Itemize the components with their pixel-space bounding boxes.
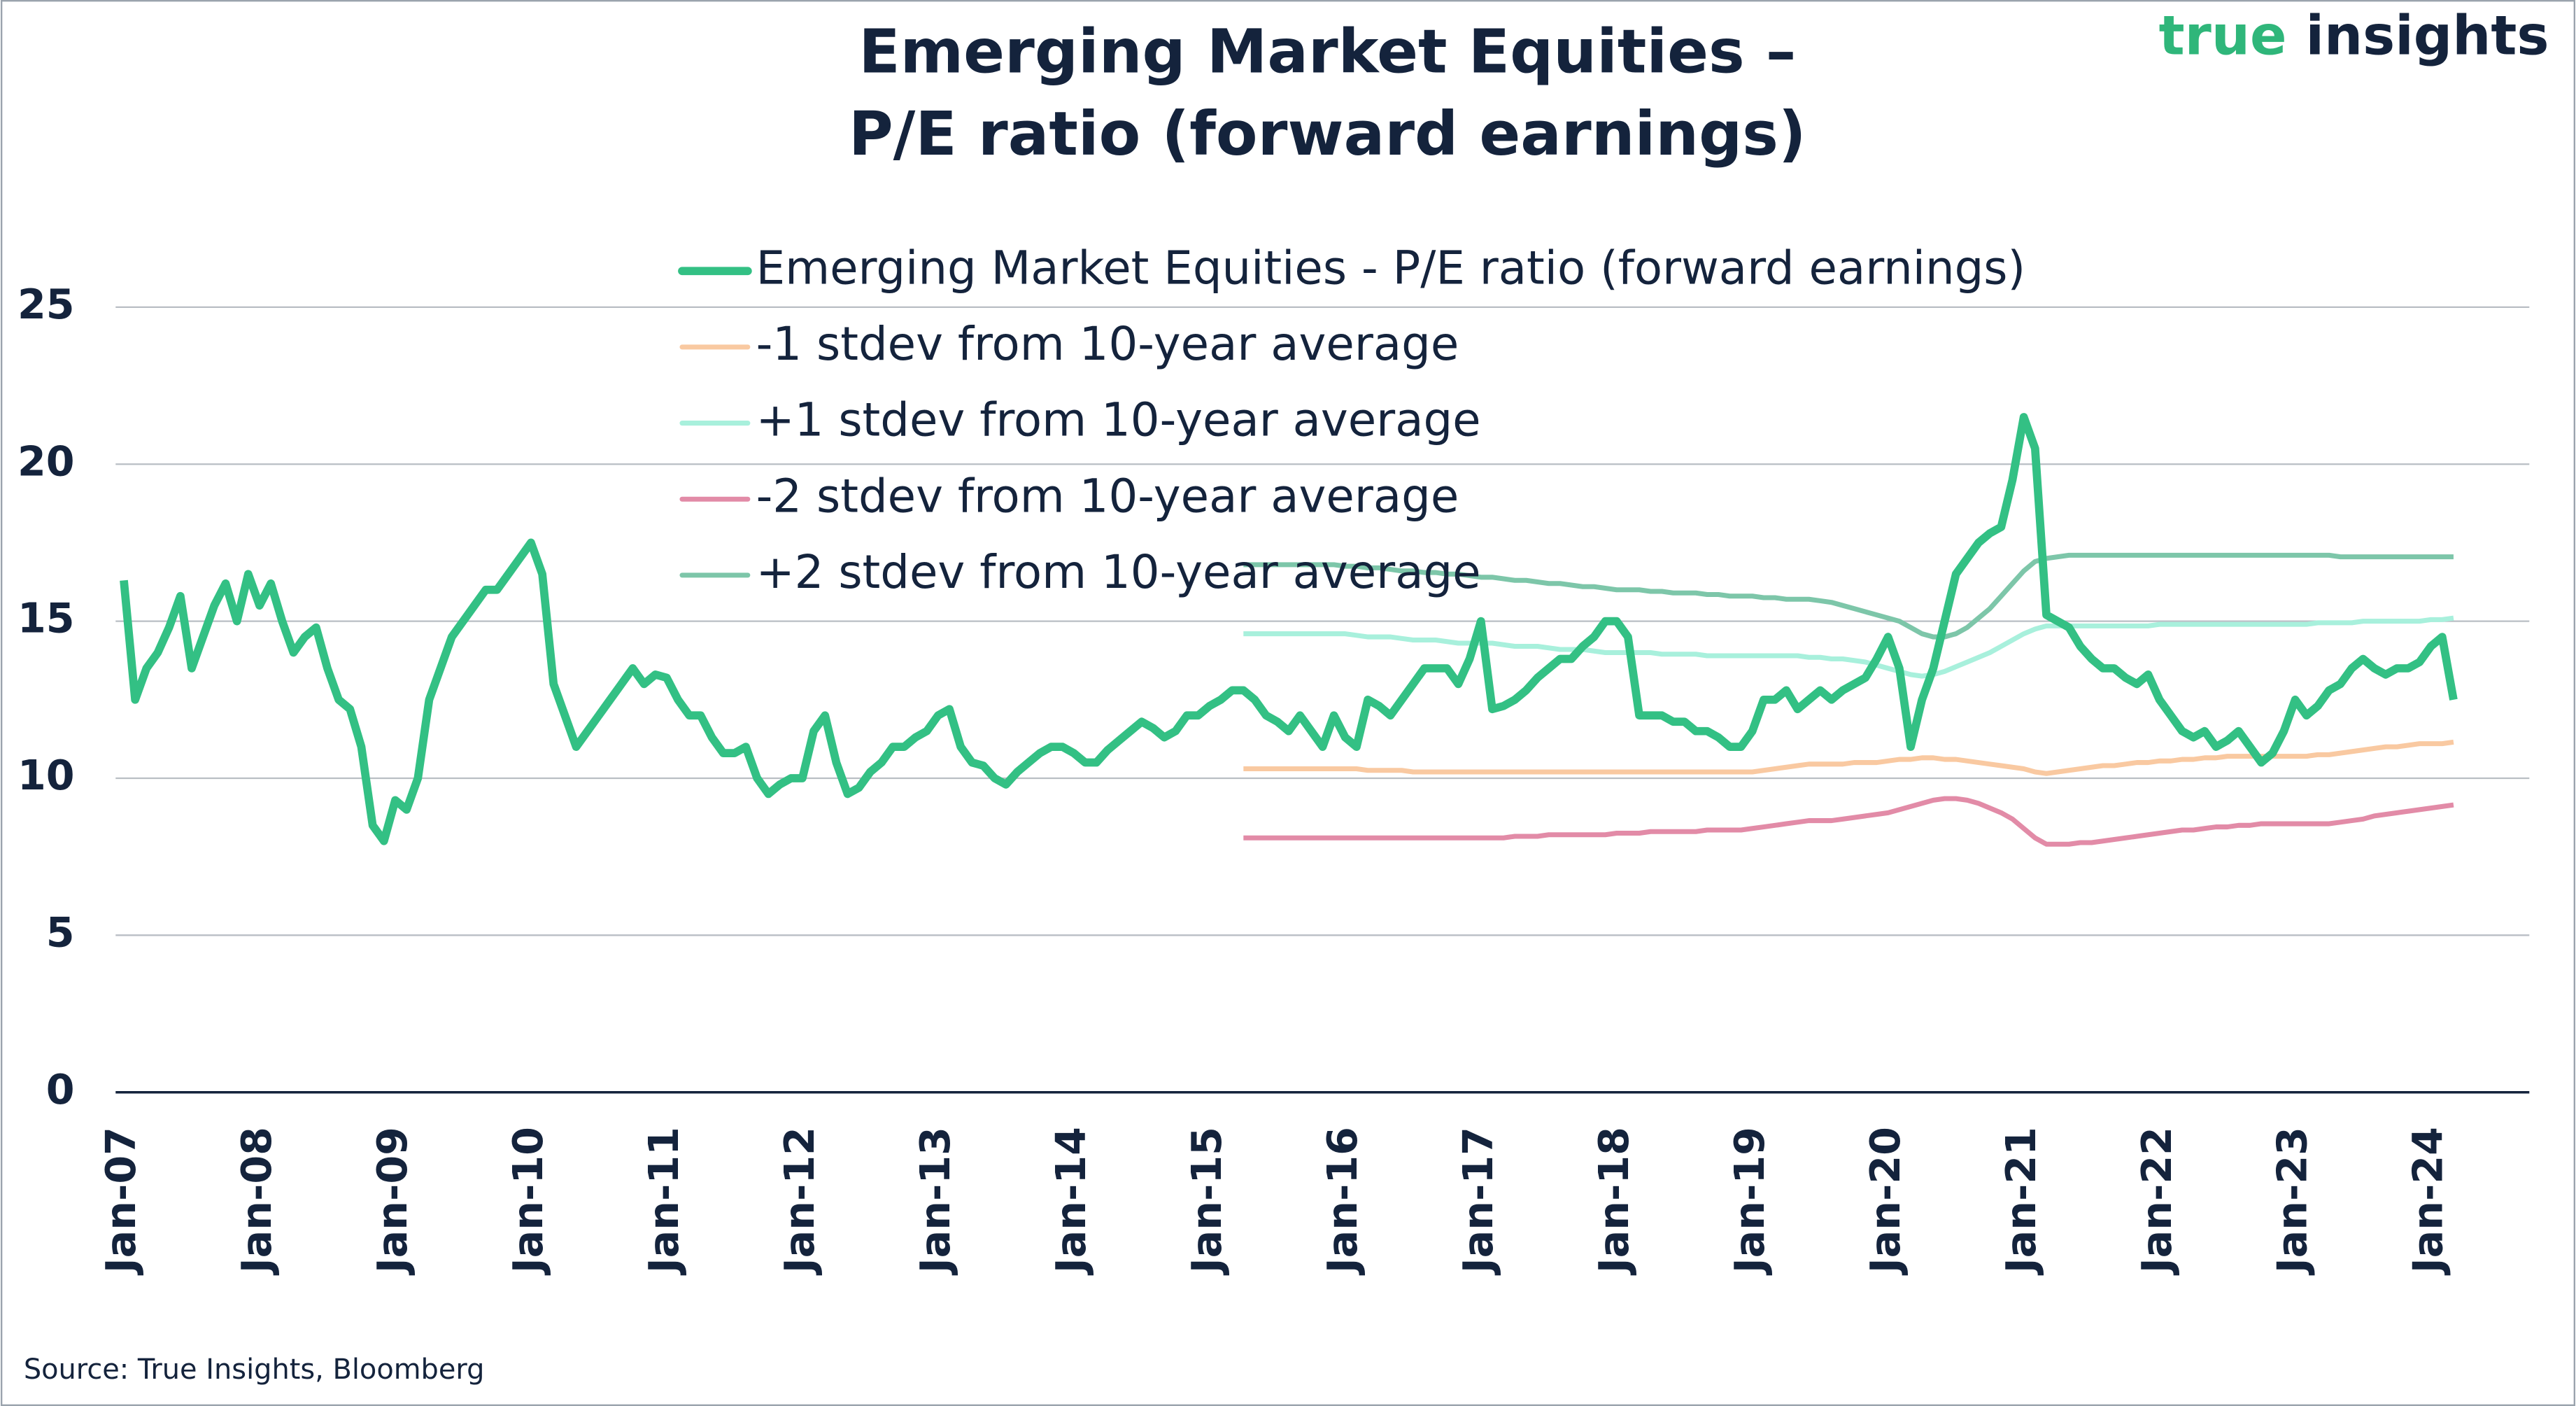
x-tick-label: Jan-13: [912, 1127, 959, 1276]
series-line: [1243, 552, 2454, 640]
x-tick-label: Jan-11: [640, 1127, 688, 1276]
series-line: [1243, 615, 2454, 679]
x-tick-label: Jan-12: [776, 1127, 823, 1276]
logo: true insights: [2159, 5, 2549, 68]
y-tick-label: 10: [17, 752, 75, 799]
x-tick-label: Jan-09: [369, 1127, 416, 1276]
chart-title: Emerging Market Equities –: [858, 17, 1796, 87]
legend-label: -2 stdev from 10-year average: [756, 470, 1459, 523]
x-tick-label: Jan-08: [233, 1127, 281, 1276]
series-line: [120, 413, 2458, 845]
y-tick-label: 5: [46, 908, 75, 956]
x-tick-label: Jan-20: [1862, 1127, 1909, 1276]
x-tick-label: Jan-21: [1997, 1127, 2045, 1276]
x-tick-label: Jan-15: [1183, 1127, 1231, 1276]
legend-label: Emerging Market Equities - P/E ratio (fo…: [756, 241, 2026, 295]
logo-part: insights: [2305, 5, 2549, 68]
chart-title: P/E ratio (forward earnings): [849, 99, 1806, 169]
x-tick-label: Jan-22: [2133, 1127, 2181, 1276]
legend-label: +1 stdev from 10-year average: [756, 394, 1481, 447]
x-tick-label: Jan-16: [1319, 1127, 1366, 1276]
x-tick-label: Jan-07: [97, 1127, 145, 1276]
x-tick-label: Jan-14: [1047, 1127, 1095, 1276]
legend-label: -1 stdev from 10-year average: [756, 318, 1459, 371]
y-tick-label: 25: [17, 281, 75, 328]
x-tick-label: Jan-10: [504, 1127, 552, 1276]
y-tick-label: 15: [17, 595, 75, 642]
y-tick-label: 20: [17, 437, 75, 485]
x-tick-label: Jan-17: [1455, 1127, 1502, 1276]
legend-label: +2 stdev from 10-year average: [756, 546, 1481, 599]
y-tick-label: 0: [46, 1066, 75, 1113]
x-tick-label: Jan-23: [2269, 1127, 2316, 1276]
x-tick-label: Jan-24: [2405, 1127, 2452, 1276]
series-line: [1243, 796, 2454, 847]
x-tick-label: Jan-18: [1590, 1127, 1638, 1276]
logo-part: true: [2159, 5, 2287, 68]
source: Source: True Insights, Bloomberg: [24, 1354, 485, 1386]
x-tick-label: Jan-19: [1726, 1127, 1774, 1276]
